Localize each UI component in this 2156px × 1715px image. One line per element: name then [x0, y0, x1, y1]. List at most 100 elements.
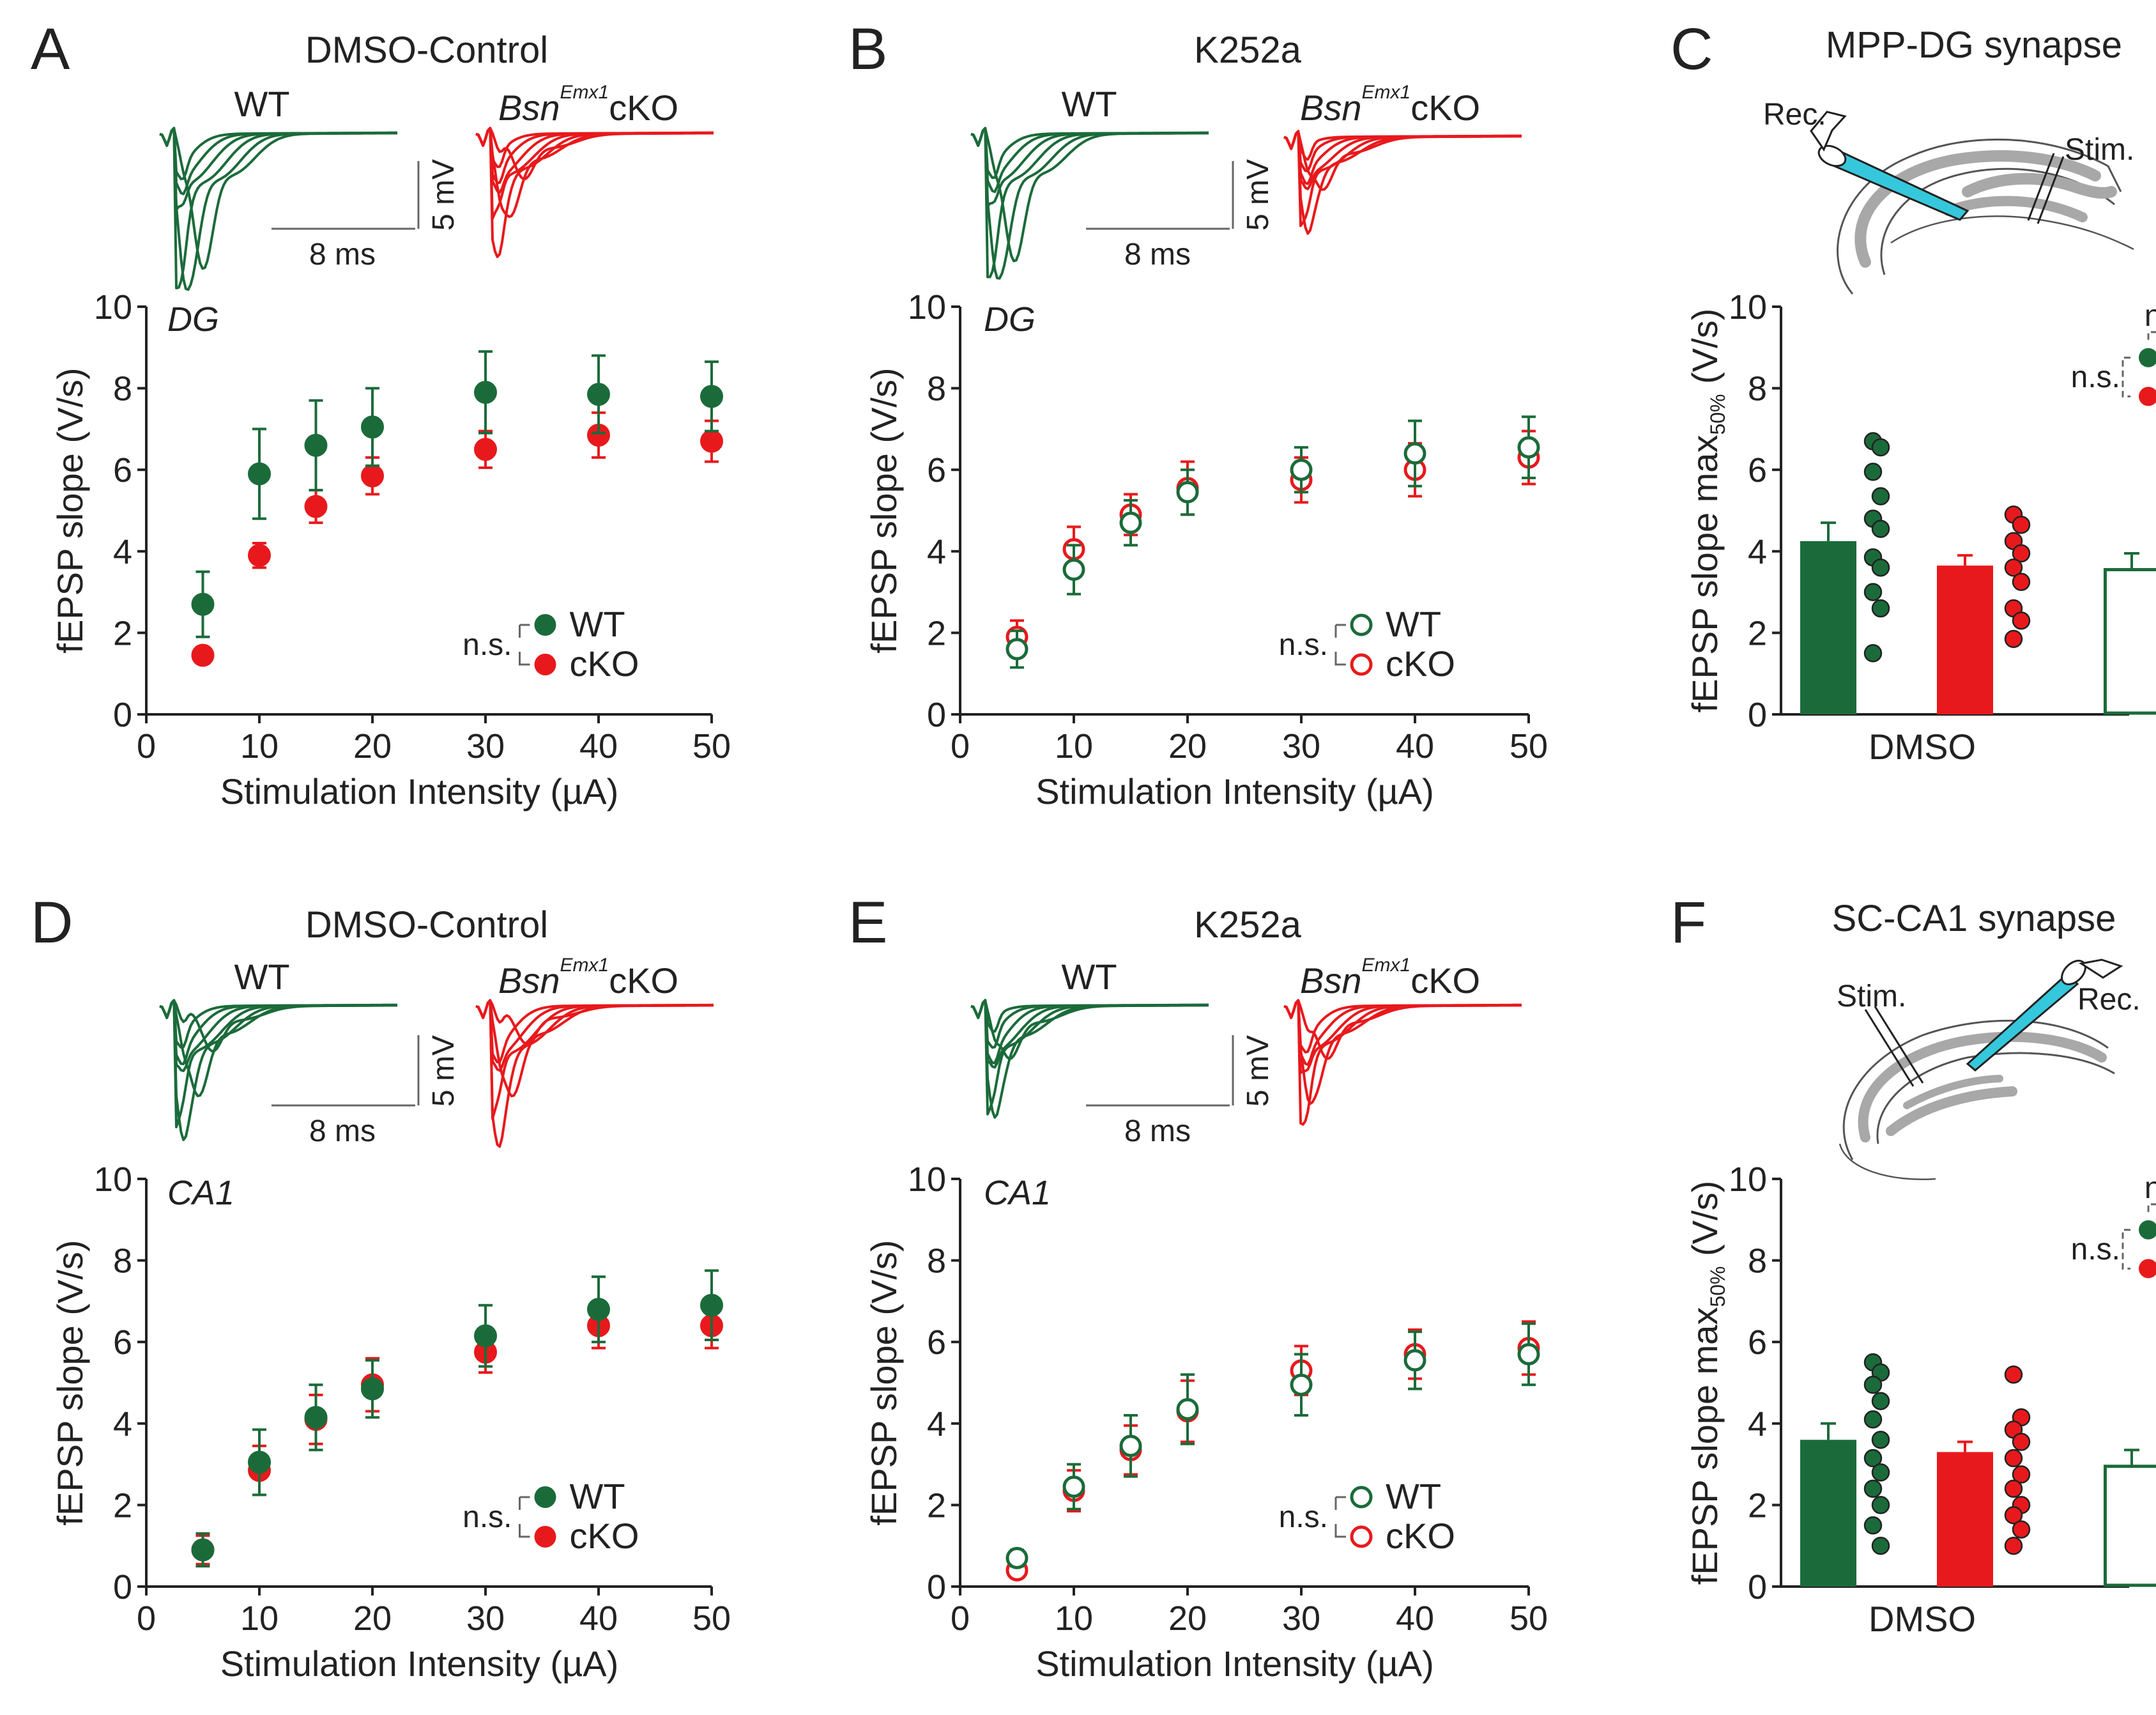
legend-label: WT [1386, 1476, 1441, 1516]
trace-header-d: WT BsnEmx1cKO [234, 955, 678, 1001]
data-point [1005, 638, 1028, 661]
chart-a: DG 0 2 4 6 8 10 0 10 20 30 40 50 Stimulation Intensi… [50, 288, 731, 811]
legend-marker [534, 1486, 556, 1508]
scale-bar-a [271, 161, 420, 230]
y-tick-label: 6 [927, 1323, 946, 1362]
trace-label-cko: BsnEmx1cKO [1300, 955, 1480, 1001]
ca-layer [1858, 1031, 2107, 1142]
data-point [1863, 583, 1883, 601]
data-point [1871, 1392, 1890, 1410]
bar-group-wt-k252a [2104, 1449, 2156, 1587]
traces-b-cko [1283, 130, 1522, 235]
trace-line [159, 127, 397, 181]
data-point [2012, 611, 2031, 630]
dg-layer [1962, 173, 2117, 199]
x-axis-label: Stimulation Intensity (µA) [220, 1643, 619, 1684]
data-point [1176, 1397, 1199, 1420]
traces-e-cko [1283, 999, 1522, 1126]
data-point [474, 380, 497, 404]
bar-group-wt-dmso [1800, 432, 1890, 714]
data-point [2004, 1365, 2023, 1384]
data-point [474, 1324, 497, 1348]
data-point [1871, 519, 1890, 538]
traces-b-wt [970, 127, 1209, 280]
x-tick-label: 40 [579, 727, 618, 765]
panel-letter-d: D [31, 890, 73, 955]
x-tick-label: 20 [1168, 727, 1207, 765]
x-tick-label: 20 [353, 1599, 392, 1638]
panel-letter-b: B [848, 17, 887, 82]
y-tick-label: 8 [1748, 370, 1767, 408]
legend-bracket [1334, 624, 1346, 666]
legend-marker [1350, 653, 1373, 676]
legend-marker [534, 614, 556, 636]
legend-bracket [2147, 1203, 2156, 1212]
data-point [1062, 1475, 1085, 1498]
legend-label: cKO [570, 1516, 639, 1556]
y-tick-label: 10 [1729, 288, 1767, 327]
trace-label-wt: WT [1061, 957, 1117, 997]
series-cko [191, 411, 723, 667]
stimulation-electrode [2027, 153, 2065, 224]
scale-volt-a: 5 mV [427, 159, 461, 231]
x-tick-label: 30 [1282, 727, 1320, 765]
trace-line [1283, 999, 1522, 1066]
data-point [361, 1377, 384, 1401]
legend-bracket [519, 624, 530, 666]
x-tick-label: 50 [1510, 1599, 1548, 1638]
legend-ns-label: n.s. [463, 1500, 512, 1534]
data-point [587, 383, 610, 406]
data-point [1871, 1536, 1890, 1555]
y-tick-label: 10 [1729, 1160, 1767, 1199]
x-axis-label: Stimulation Intensity (µA) [1036, 1643, 1434, 1684]
y-tick-label: 0 [927, 696, 946, 734]
data-point [587, 1298, 610, 1321]
data-point [2004, 1506, 2023, 1525]
recording-wire [2079, 958, 2123, 979]
y-tick-label: 0 [927, 1568, 946, 1606]
panel-letter-e: E [848, 890, 887, 955]
y-tick-label: 0 [113, 1568, 132, 1606]
data-point [2004, 1449, 2023, 1468]
y-tick-label: 6 [113, 451, 132, 489]
trace-line [970, 127, 1209, 180]
data-point [1863, 1516, 1883, 1535]
y-tick-label: 0 [113, 696, 132, 734]
data-point [1863, 644, 1883, 663]
traces-a-cko [475, 127, 714, 258]
data-point [191, 1538, 215, 1562]
legend-label: WT [570, 1476, 625, 1516]
data-point [2012, 1465, 2031, 1484]
recording-wire [1810, 111, 1847, 152]
data-point [191, 643, 215, 667]
series-wt [1005, 415, 1540, 669]
y-axis-label: fEPSP slope (V/s) [864, 367, 904, 653]
data-point [2004, 558, 2023, 577]
trace-line [970, 999, 1209, 1033]
x-tick-label: 50 [692, 727, 731, 765]
schematic-stim-label-f: Stim. [1837, 980, 1906, 1013]
data-point [248, 1450, 271, 1474]
legend-ns-label: n.s. [2071, 360, 2120, 394]
recording-electrode-tip [1817, 144, 1847, 167]
category-label: DMSO [1869, 727, 1976, 767]
x-axis-label: Stimulation Intensity (µA) [1036, 771, 1434, 811]
data-point [2012, 1433, 2031, 1451]
dg-layer [1886, 1086, 2017, 1136]
recording-electrode [1966, 973, 2079, 1072]
y-axis-label: fEPSP slope max50% (V/s) [1685, 309, 1729, 713]
trace-label-cko: BsnEmx1cKO [498, 955, 678, 1001]
y-tick-label: 2 [1748, 614, 1767, 652]
bar-group-wt-k252a [2104, 551, 2156, 715]
legend-marker [1350, 1486, 1373, 1509]
legend-ns-label: n.s. [463, 628, 512, 662]
series-cko [1005, 1320, 1540, 1581]
x-tick-label: 30 [466, 727, 505, 765]
y-tick-label: 8 [113, 1242, 132, 1280]
y-tick-label: 4 [927, 1405, 946, 1443]
panel-title-c: MPP-DG synapse [1826, 24, 2122, 66]
trace-line [475, 127, 714, 258]
bar [1937, 565, 1993, 714]
